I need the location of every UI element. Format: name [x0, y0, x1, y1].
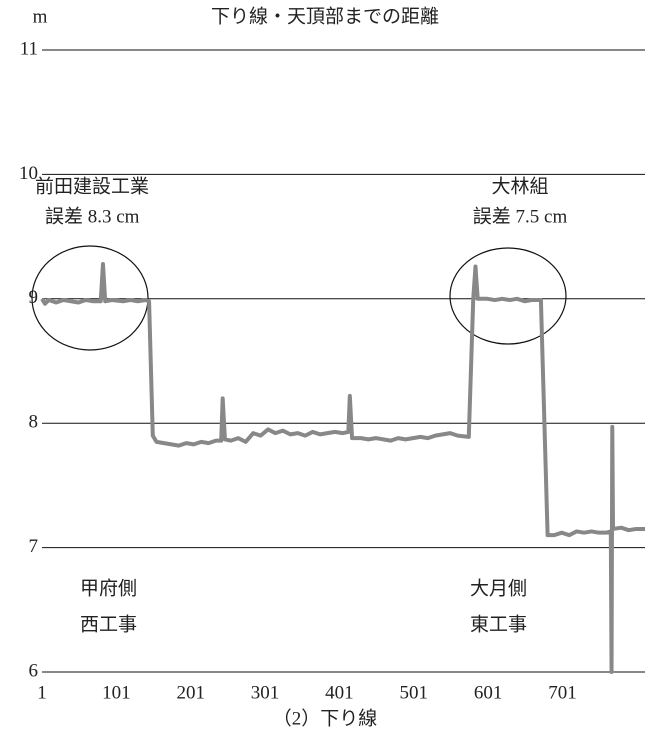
y-tick-label: 8 — [29, 412, 39, 433]
annotation: 西工事 — [80, 613, 137, 635]
annotation: 誤差 7.5 cm — [473, 205, 568, 227]
y-tick-label: 10 — [19, 163, 38, 184]
y-tick-label: 6 — [29, 660, 39, 681]
y-tick-label: 11 — [20, 38, 38, 59]
annotation: 大月側 — [470, 577, 527, 599]
x-tick-label: 601 — [474, 682, 503, 703]
annotation: 東工事 — [470, 613, 527, 635]
annotation: 大林組 — [491, 175, 548, 197]
x-tick-label: 501 — [400, 682, 429, 703]
x-tick-label: 101 — [102, 682, 131, 703]
annotation: 誤差 8.3 cm — [45, 205, 140, 227]
y-tick-label: 9 — [29, 287, 39, 308]
chart-title: 下り線・天頂部までの距離 — [211, 5, 439, 27]
x-tick-label: 1 — [37, 682, 47, 703]
x-axis-caption: （2）下り線 — [273, 707, 378, 729]
data-line — [40, 261, 645, 674]
annotation: 前田建設工業 — [35, 175, 149, 197]
highlight-circle — [31, 245, 149, 351]
x-tick-label: 201 — [176, 682, 205, 703]
annotation: 甲府側 — [80, 577, 137, 599]
x-tick-label: 301 — [251, 682, 280, 703]
x-tick-label: 701 — [548, 682, 577, 703]
y-axis-unit: m — [33, 6, 48, 27]
highlight-circle — [449, 247, 567, 345]
x-tick-label: 401 — [325, 682, 354, 703]
y-tick-label: 7 — [29, 536, 39, 557]
